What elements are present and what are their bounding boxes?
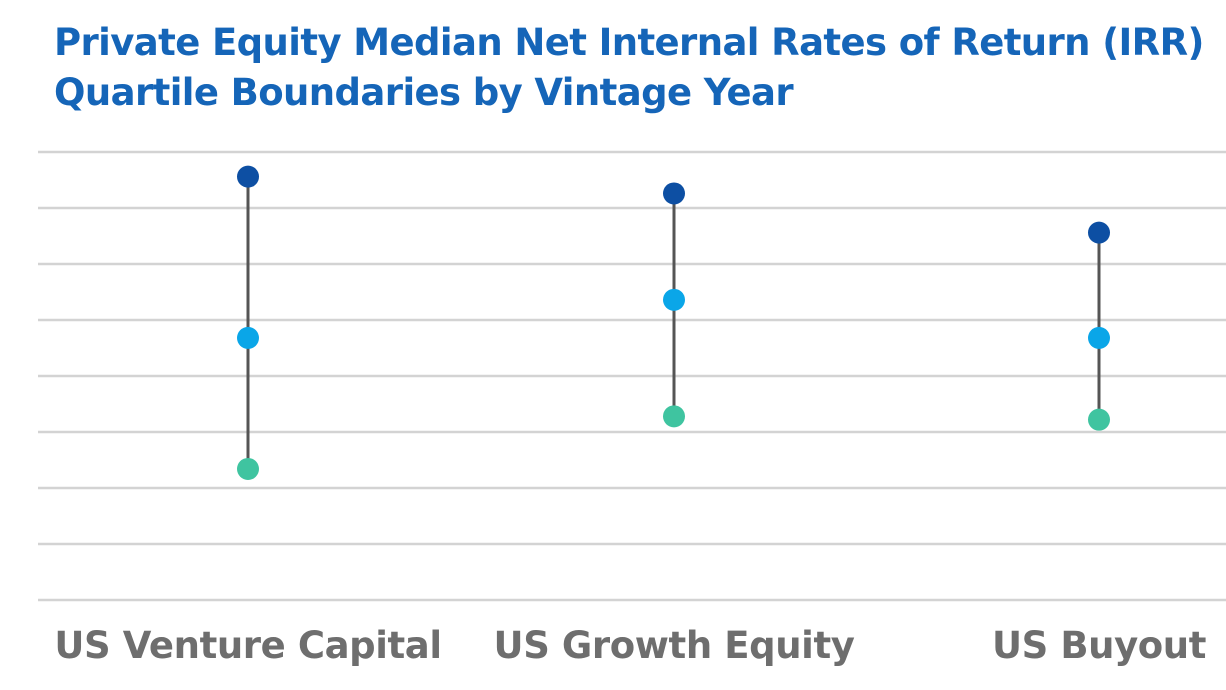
chart-marks: [237, 165, 1110, 480]
data-point: [1088, 326, 1110, 349]
data-point: [1088, 221, 1110, 244]
data-point: [663, 182, 685, 205]
category-label: US Buyout: [991, 624, 1207, 667]
data-point: [663, 405, 685, 428]
category-label: US Venture Capital: [54, 624, 442, 667]
chart-title: Private Equity Median Net Internal Rates…: [54, 18, 1204, 118]
chart-title-line1: Private Equity Median Net Internal Rates…: [54, 21, 1204, 64]
data-point: [237, 457, 259, 480]
category-label: US Growth Equity: [493, 624, 855, 667]
data-point: [237, 326, 259, 349]
gridlines: [38, 150, 1226, 602]
data-point: [1088, 408, 1110, 431]
data-point: [237, 165, 259, 188]
data-point: [663, 288, 685, 311]
chart-subtitle: Quartile Boundaries by Vintage Year: [54, 71, 794, 114]
